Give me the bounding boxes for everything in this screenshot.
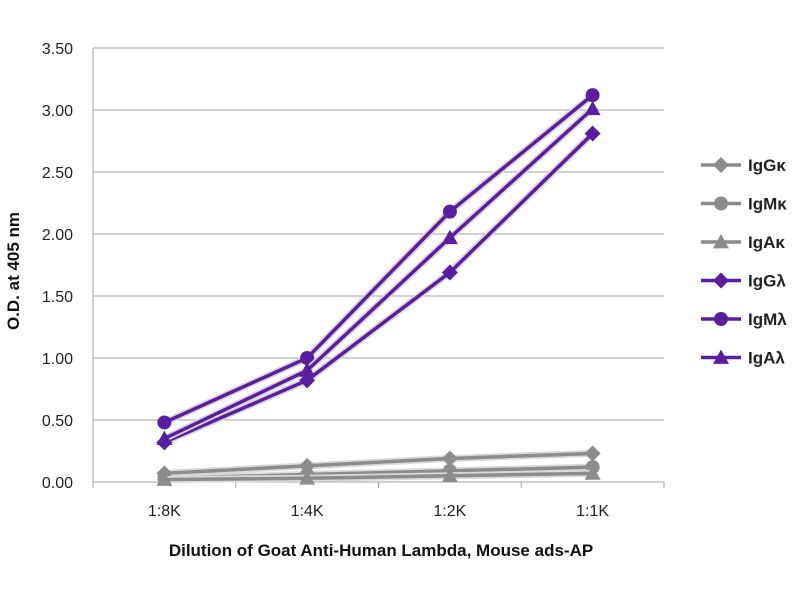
- legend-label: IgAλ: [748, 349, 785, 368]
- y-tick-label: 3.50: [42, 41, 73, 58]
- series-line: [163, 107, 594, 441]
- y-tick-label: 1.00: [42, 351, 73, 368]
- legend-marker: [714, 196, 728, 211]
- legend-item: IgAλ: [701, 349, 785, 368]
- legend-label: IgGκ: [748, 156, 786, 175]
- legend-label: IgMκ: [748, 195, 787, 214]
- y-tick-label: 0.50: [42, 413, 73, 430]
- series-line: [164, 451, 593, 476]
- series-group: [156, 465, 601, 486]
- y-tick-label: 2.50: [42, 165, 73, 182]
- data-point: [441, 467, 458, 483]
- gridlines: [92, 47, 665, 488]
- legend-item: IgGκ: [701, 156, 786, 175]
- data-point: [584, 125, 601, 142]
- legend-marker: [714, 312, 728, 326]
- series-group: [157, 88, 600, 430]
- data-point: [299, 470, 316, 485]
- series-line: [163, 93, 594, 425]
- series-line-halo: [162, 92, 595, 426]
- y-tick-label: 1.50: [42, 289, 73, 306]
- legend-item: IgAκ: [701, 233, 785, 252]
- data-point: [585, 88, 600, 103]
- x-axis-title: Dilution of Goat Anti-Human Lambda, Mous…: [169, 541, 593, 560]
- data-point: [156, 471, 173, 486]
- series-line-halo: [162, 106, 595, 442]
- data-point: [584, 100, 601, 116]
- data-point: [441, 229, 458, 245]
- legend-label: IgAκ: [748, 233, 785, 252]
- data-point: [584, 445, 601, 462]
- legend-label: IgGλ: [748, 272, 786, 291]
- x-tick-label: 1:1K: [576, 503, 609, 520]
- data-point: [157, 415, 172, 430]
- x-tick-label: 1:2K: [433, 503, 466, 520]
- series-group: [156, 100, 601, 445]
- y-tick-label: 0.00: [42, 475, 73, 492]
- y-tick-label: 3.00: [42, 103, 73, 120]
- data-point: [441, 450, 458, 467]
- legend-marker: [713, 272, 729, 289]
- legend-item: IgGλ: [701, 272, 786, 291]
- x-tick-label: 1:8K: [148, 503, 181, 520]
- y-tick-label: 2.00: [42, 227, 73, 244]
- data-point: [442, 204, 457, 219]
- series-line: [163, 132, 594, 444]
- legend-marker: [713, 349, 729, 364]
- data-point: [441, 264, 458, 281]
- tick-labels: 0.00 0.50 1.00 1.50 2.00 2.50 3.00 3.50 1:8K 1:4K…: [42, 41, 610, 520]
- legend-item: IgMκ: [701, 195, 787, 214]
- data-point: [299, 362, 316, 377]
- data-point: [300, 351, 315, 365]
- y-axis-title: O.D. at 405 nm: [4, 212, 23, 330]
- legend: IgGκ IgMκ IgAκ IgGλ IgMλ IgAλ: [701, 156, 787, 368]
- data-point: [584, 465, 601, 480]
- legend-marker: [713, 234, 729, 249]
- x-tick-label: 1:4K: [291, 503, 324, 520]
- legend-item: IgMλ: [701, 310, 787, 329]
- data-point: [156, 430, 173, 445]
- legend-marker: [713, 157, 729, 173]
- series-lines: [156, 88, 601, 486]
- legend-label: IgMλ: [748, 310, 787, 329]
- series-group: [156, 125, 601, 451]
- series-line: [164, 471, 593, 482]
